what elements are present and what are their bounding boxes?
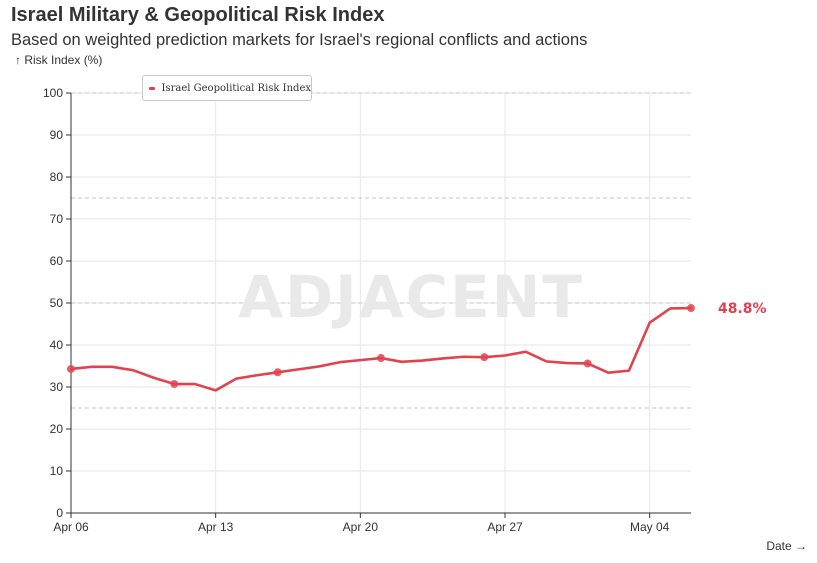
legend: Israel Geopolitical Risk Index — [142, 75, 312, 101]
x-tick-label: Apr 06 — [53, 520, 89, 534]
data-point — [377, 354, 385, 363]
data-point — [273, 368, 282, 377]
y-tick-label: 70 — [50, 212, 64, 226]
chart-title: Israel Military & Geopolitical Risk Inde… — [11, 4, 385, 26]
watermark-text: ADJACENT — [238, 263, 584, 331]
y-tick-label: 40 — [50, 338, 64, 352]
data-point — [480, 353, 489, 362]
x-tick-label: Apr 13 — [198, 520, 234, 534]
x-axis-label: Date → — [766, 539, 807, 553]
chart-subtitle: Based on weighted prediction markets for… — [11, 31, 588, 49]
data-point — [67, 364, 75, 373]
legend-label: Israel Geopolitical Risk Index — [161, 82, 311, 94]
last-value-label: 48.8% — [718, 301, 767, 317]
y-tick-label: 30 — [50, 380, 64, 394]
legend-swatch — [149, 86, 155, 90]
y-tick-label: 10 — [50, 464, 64, 478]
y-tick-label: 20 — [50, 422, 64, 436]
x-tick-label: Apr 27 — [487, 520, 523, 534]
y-axis-label: ↑ Risk Index (%) — [15, 53, 103, 67]
y-tick-label: 50 — [50, 296, 64, 310]
grid — [71, 92, 691, 513]
data-point — [583, 359, 592, 368]
y-tick-label: 60 — [50, 254, 64, 268]
x-tick-label: Apr 20 — [343, 520, 379, 534]
y-tick-label: 80 — [50, 170, 64, 184]
data-point — [170, 380, 179, 389]
axes: 0 10 20 30 40 50 60 70 80 90 100 Apr 06 Apr 13 Apr 20… — [43, 86, 691, 534]
data-point — [687, 304, 695, 313]
y-tick-label: 100 — [43, 86, 63, 100]
y-tick-label: 90 — [50, 128, 64, 142]
x-tick-label: May 04 — [630, 520, 670, 534]
series-layer: 48.8% — [67, 301, 767, 392]
y-tick-label: 0 — [56, 506, 63, 520]
